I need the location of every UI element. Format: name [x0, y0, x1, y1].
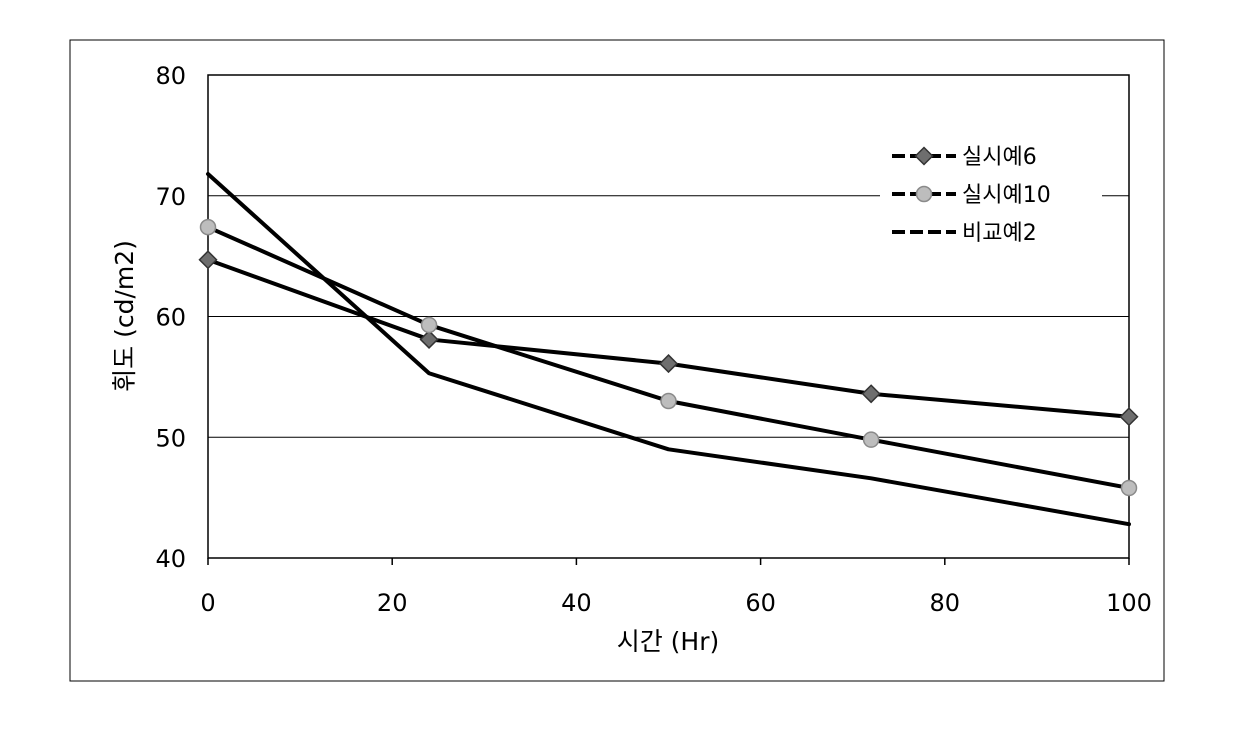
y-tick-label: 40: [155, 545, 186, 573]
y-tick-label: 50: [155, 424, 186, 452]
data-point: [422, 317, 437, 332]
y-tick-label: 70: [155, 183, 186, 211]
legend-label: 실시예10: [962, 183, 1051, 208]
legend-marker: [917, 187, 932, 202]
data-point: [864, 432, 879, 447]
y-tick-label: 80: [155, 62, 186, 90]
legend: 실시예6 실시예10 비교예2: [880, 138, 1102, 250]
x-tick-label: 100: [1106, 589, 1152, 617]
data-point: [1122, 480, 1137, 495]
x-axis-title: 시간 (Hr): [617, 627, 720, 656]
y-axis-title: 휘도 (cd/m2): [110, 240, 139, 392]
x-tick-label: 80: [930, 589, 961, 617]
legend-label: 실시예6: [962, 145, 1037, 170]
x-tick-label: 60: [745, 589, 776, 617]
data-point: [661, 394, 676, 409]
y-tick-label: 60: [155, 304, 186, 332]
data-point: [201, 220, 216, 235]
chart-area-border: [70, 40, 1164, 681]
x-tick-label: 40: [561, 589, 592, 617]
x-tick-label: 20: [377, 589, 408, 617]
x-tick-label: 0: [200, 589, 215, 617]
legend-label: 비교예2: [962, 221, 1037, 246]
